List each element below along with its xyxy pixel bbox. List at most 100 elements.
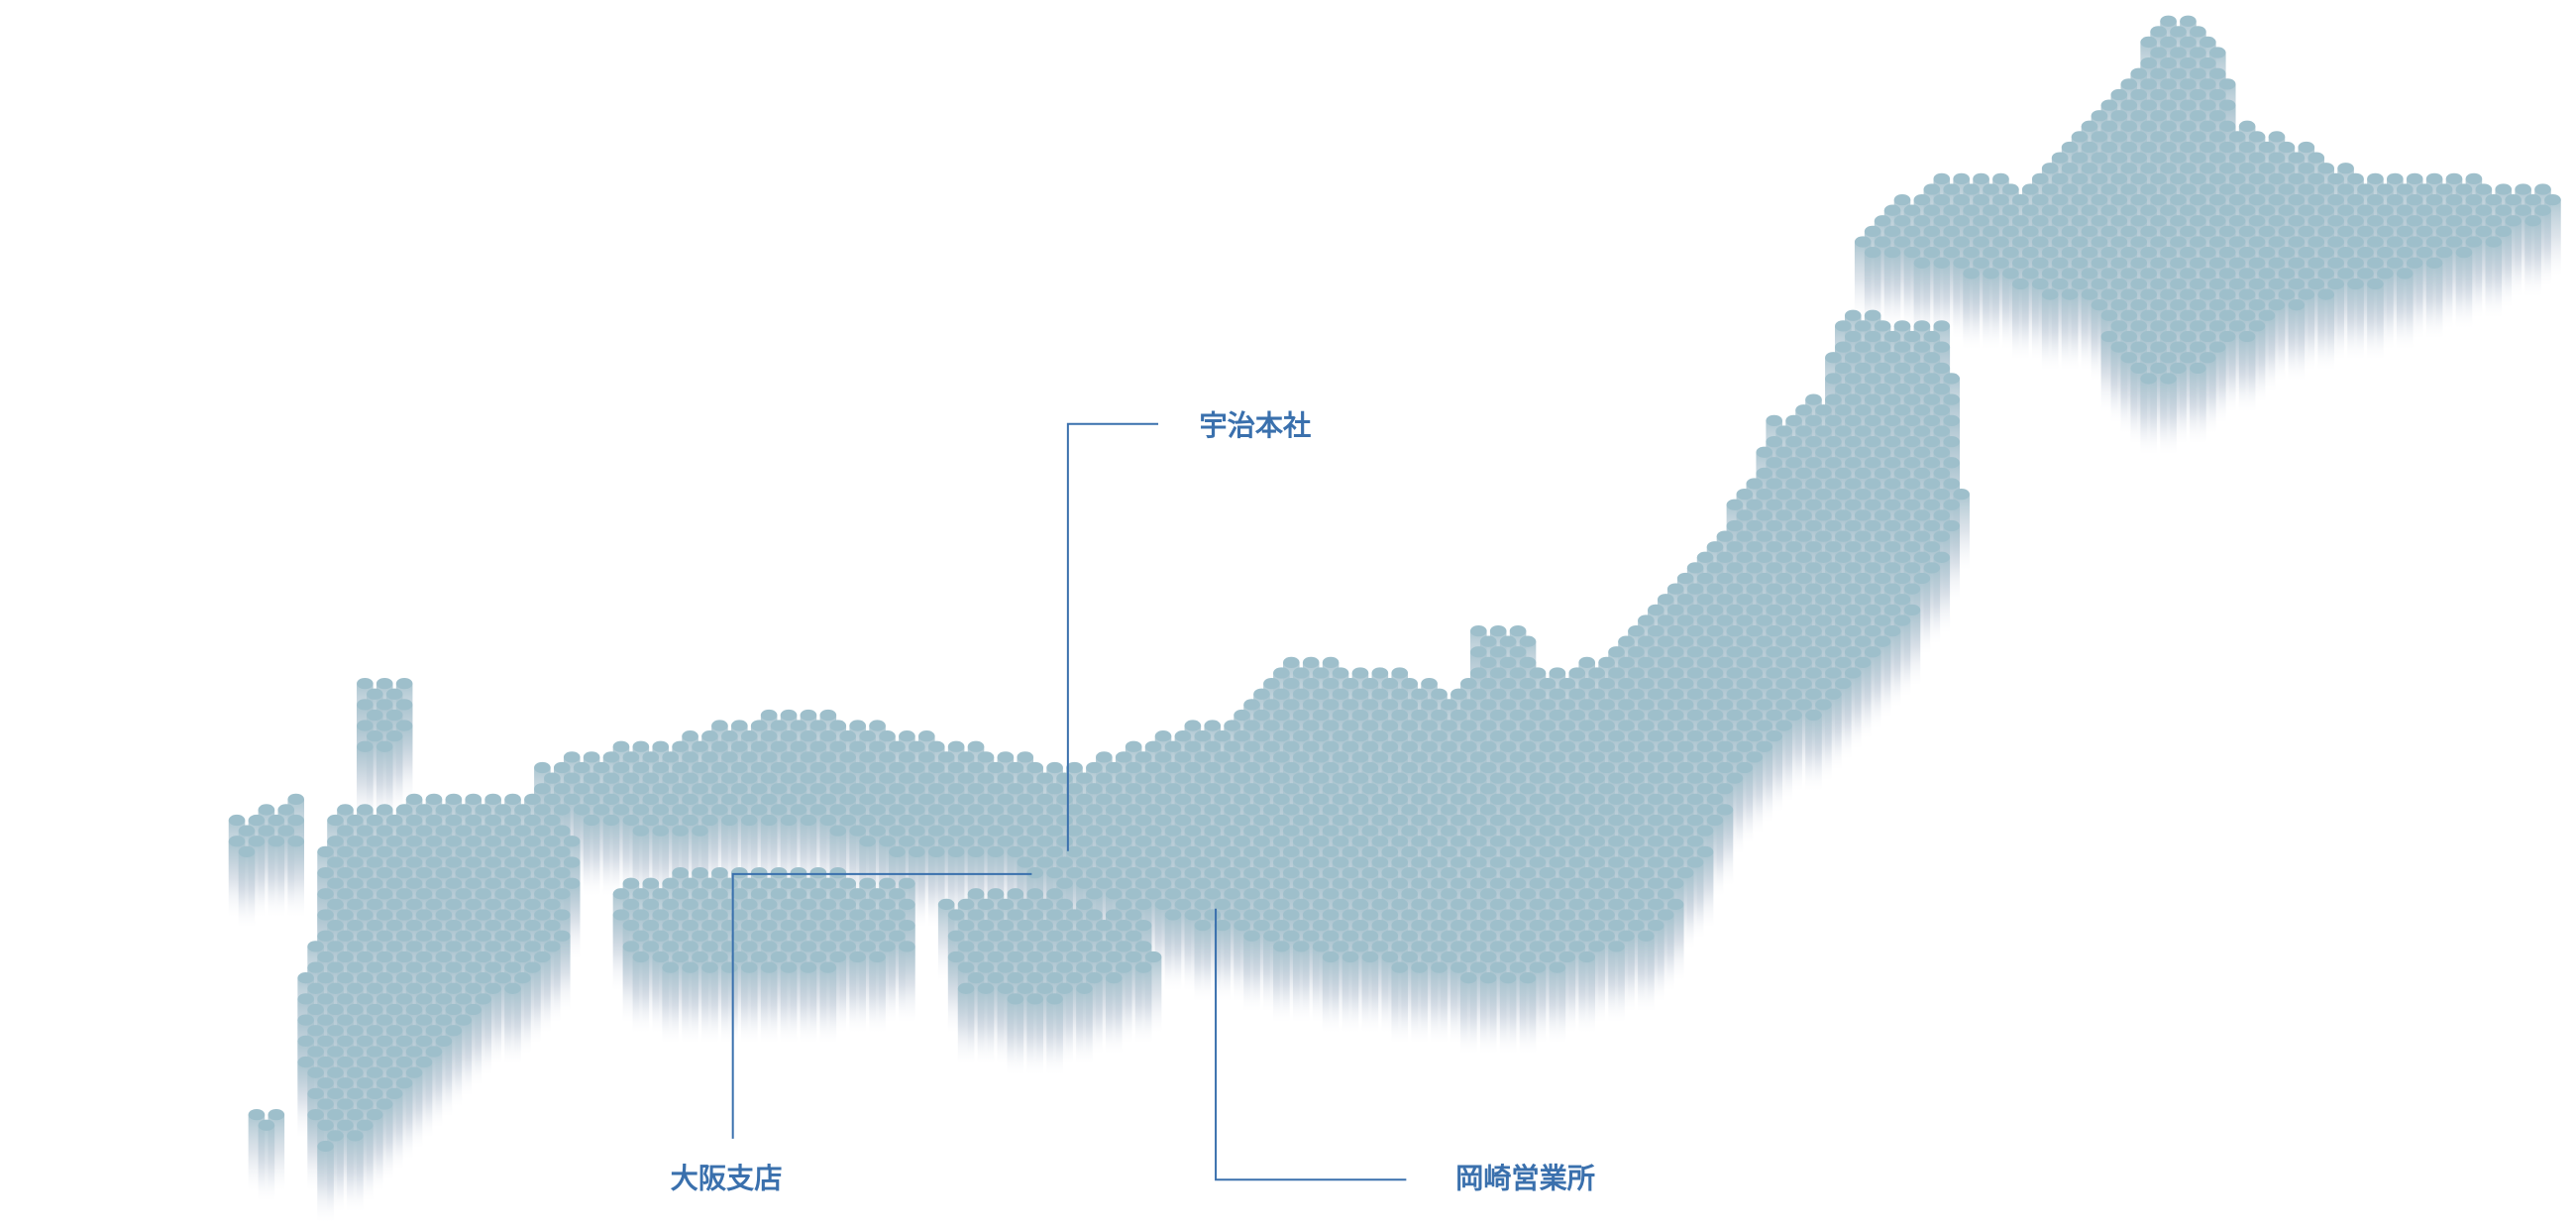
cell-top xyxy=(337,825,354,837)
cell-top xyxy=(2140,204,2157,216)
cell-top xyxy=(2051,193,2069,206)
cell-top xyxy=(1893,341,1911,353)
cell-top xyxy=(2180,57,2197,69)
cell-top xyxy=(1618,761,1635,774)
cell-top xyxy=(1716,699,1734,711)
cell-body xyxy=(2061,294,2079,371)
cell-top xyxy=(1666,709,1684,722)
cell-top xyxy=(1273,688,1290,700)
cell-top xyxy=(1046,761,1063,774)
cell-top xyxy=(1775,425,1792,437)
cell-top xyxy=(1844,519,1862,532)
cell-top xyxy=(1844,373,1862,385)
cell-top xyxy=(2445,236,2463,248)
cell-top xyxy=(1666,583,1684,595)
cell-top xyxy=(2180,225,2197,238)
cell-top xyxy=(652,783,670,795)
cell-top xyxy=(1854,530,1872,542)
cell-top xyxy=(1676,614,1694,626)
cell-top xyxy=(1716,656,1734,669)
cell-top xyxy=(2248,131,2266,143)
cell-top xyxy=(1933,425,1951,437)
cell-top xyxy=(1431,793,1448,805)
cell-top xyxy=(1568,688,1586,700)
cell-top xyxy=(1381,699,1399,711)
cell-top xyxy=(1618,635,1635,647)
cell-top xyxy=(1628,688,1645,700)
cell-top xyxy=(2278,141,2296,154)
cell-top xyxy=(2180,141,2197,154)
cell-top xyxy=(2091,236,2108,248)
cell-top xyxy=(2228,215,2246,227)
cell-top xyxy=(1371,688,1389,700)
cell-top xyxy=(740,814,758,827)
cell-top xyxy=(1046,783,1063,795)
cell-top xyxy=(1479,656,1497,669)
cell-top xyxy=(1864,373,1881,385)
cell-top xyxy=(1903,393,1921,405)
cell-body xyxy=(2012,283,2029,360)
cell-top xyxy=(1509,624,1527,637)
cell-top xyxy=(2465,172,2483,184)
cell-top xyxy=(1825,667,1842,679)
cell-body xyxy=(2485,242,2503,318)
cell-top xyxy=(1312,667,1330,679)
cell-top xyxy=(1766,583,1782,595)
map-cell xyxy=(2012,278,2029,360)
cell-top xyxy=(347,814,364,827)
cell-top xyxy=(1766,519,1782,532)
cell-top xyxy=(1883,624,1901,637)
cell-top xyxy=(731,720,748,731)
cell-top xyxy=(2160,78,2177,90)
cell-top xyxy=(1805,583,1822,595)
cell-top xyxy=(2051,236,2069,248)
cell-top xyxy=(1874,467,1891,480)
cell-top xyxy=(1835,383,1852,395)
cell-top xyxy=(740,730,758,742)
cell-top xyxy=(1893,572,1911,585)
cell-top xyxy=(1726,688,1744,700)
cell-top xyxy=(1775,677,1792,690)
cell-top xyxy=(1893,193,1911,206)
cell-top xyxy=(1933,551,1951,563)
cell-top xyxy=(1509,814,1527,827)
cell-top xyxy=(1539,761,1556,774)
cell-top xyxy=(1292,688,1310,700)
cell-top xyxy=(1903,519,1921,532)
cell-top xyxy=(819,793,837,805)
cell-top xyxy=(1756,446,1773,458)
cell-top xyxy=(2120,204,2138,216)
cell-top xyxy=(1805,667,1822,679)
cell-top xyxy=(1696,614,1714,626)
cell-top xyxy=(2150,110,2167,122)
cell-top xyxy=(1450,772,1467,784)
cell-top xyxy=(809,783,827,795)
map-cell xyxy=(1933,257,1951,339)
cell-top xyxy=(2248,278,2266,290)
cell-top xyxy=(1844,624,1862,637)
cell-top xyxy=(1519,635,1537,647)
cell-top xyxy=(899,730,915,742)
cell-top xyxy=(2387,172,2404,184)
cell-top xyxy=(1706,562,1724,574)
cell-top xyxy=(2228,278,2246,290)
cell-top xyxy=(662,751,679,763)
cell-top xyxy=(1499,783,1517,795)
cell-top xyxy=(385,688,403,700)
cell-top xyxy=(612,761,630,774)
cell-top xyxy=(1578,720,1595,731)
cell-top xyxy=(367,814,383,827)
cell-top xyxy=(2061,183,2079,195)
cell-top xyxy=(1746,667,1764,679)
cell-top xyxy=(2347,236,2364,248)
cell-top xyxy=(1775,551,1792,563)
cell-top xyxy=(1460,720,1477,731)
cell-top xyxy=(1953,172,1970,184)
cell-top xyxy=(1273,814,1290,827)
cell-top xyxy=(1874,320,1891,332)
cell-top xyxy=(2170,320,2187,332)
cell-top xyxy=(1854,383,1872,395)
cell-top xyxy=(632,761,650,774)
cell-top xyxy=(2002,268,2019,279)
cell-top xyxy=(1529,814,1547,827)
